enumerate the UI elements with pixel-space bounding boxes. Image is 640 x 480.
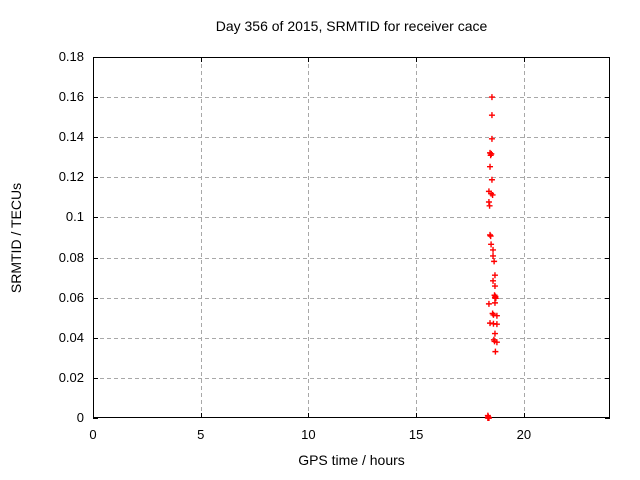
data-point-marker (492, 295, 499, 302)
y-tick-label: 0.16 (58, 89, 84, 105)
x-tick-label: 0 (89, 427, 97, 442)
data-point-marker (491, 283, 498, 290)
data-point-marker (488, 176, 495, 183)
data-point-marker (493, 312, 500, 319)
data-point-marker (485, 415, 492, 421)
y-tick-label: 0.08 (58, 249, 84, 265)
y-tick-label: 0.14 (58, 129, 84, 145)
data-point-marker (493, 339, 500, 346)
data-point-marker (487, 233, 494, 240)
data-point-marker (490, 277, 497, 284)
data-point-marker (486, 202, 493, 209)
data-point-marker (490, 246, 497, 253)
data-point-marker (488, 135, 495, 142)
data-point-marker (488, 241, 495, 248)
data-point-marker (489, 191, 496, 198)
data-point-marker (485, 300, 492, 307)
data-point-marker (493, 321, 500, 328)
data-point-marker (488, 94, 495, 101)
y-tick-label: 0.02 (58, 369, 84, 385)
y-tick-label: 0.18 (58, 49, 84, 64)
data-point-marker (492, 348, 499, 355)
x-axis-label: GPS time / hours (298, 452, 405, 468)
chart-title: Day 356 of 2015, SRMTID for receiver cac… (215, 18, 488, 34)
data-point-marker (491, 272, 498, 279)
data-point-marker (490, 252, 497, 259)
x-tick-label: 15 (408, 427, 424, 442)
x-tick-label: 5 (197, 427, 205, 442)
data-point-marker (491, 330, 498, 337)
y-tick-label: 0.12 (58, 169, 84, 185)
data-point-marker (491, 299, 498, 306)
data-point-marker (487, 152, 494, 159)
data-point-marker (487, 163, 494, 170)
data-point-marker (490, 311, 497, 318)
data-point-marker (488, 112, 495, 119)
x-tick-label: 10 (301, 427, 316, 442)
y-tick-label: 0.04 (58, 329, 84, 345)
y-tick-label: 0 (76, 410, 84, 425)
y-tick-label: 0.1 (65, 209, 84, 225)
y-tick-label: 0.06 (58, 289, 84, 305)
x-tick-label: 20 (516, 427, 532, 442)
plot-border (93, 57, 610, 418)
data-point-marker (491, 258, 498, 265)
